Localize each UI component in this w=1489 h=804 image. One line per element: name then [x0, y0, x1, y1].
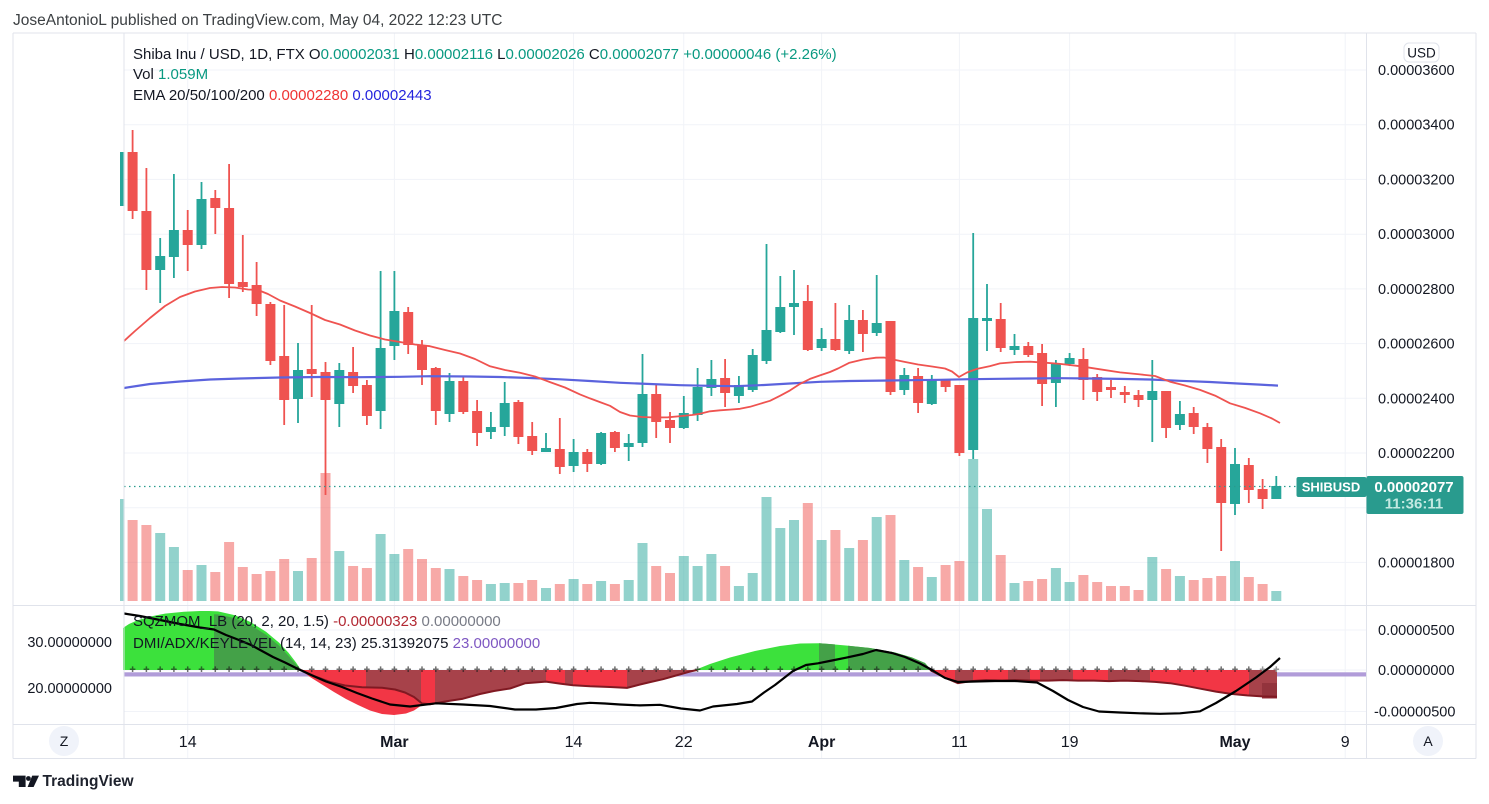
svg-text:USD: USD: [1407, 46, 1436, 61]
svg-text:0.00003600: 0.00003600: [1378, 63, 1455, 79]
svg-text:11: 11: [951, 734, 968, 751]
svg-text:14: 14: [179, 734, 197, 751]
svg-text:SHIBUSD: SHIBUSD: [1302, 480, 1361, 495]
svg-text:Vol 1.059M: Vol 1.059M: [133, 66, 208, 83]
svg-text:19: 19: [1061, 734, 1079, 751]
svg-text:0.00003000: 0.00003000: [1378, 227, 1455, 243]
svg-text:0.00000500: 0.00000500: [1378, 623, 1455, 639]
svg-text:SQZMOM_LB (20, 2, 20, 1.5) -0: SQZMOM_LB (20, 2, 20, 1.5) -0.00000323 0…: [133, 613, 501, 630]
svg-text:Mar: Mar: [380, 734, 408, 751]
svg-text:0.00000000: 0.00000000: [1378, 663, 1455, 679]
svg-text:Shiba Inu / USD, 1D, FTX O0.0: Shiba Inu / USD, 1D, FTX O0.00002031 H0.…: [133, 46, 837, 63]
svg-text:0.00002200: 0.00002200: [1378, 446, 1455, 462]
svg-text:22: 22: [675, 734, 693, 751]
svg-text:DMI/ADX/KEYLEVEL (14, 14, 23): DMI/ADX/KEYLEVEL (14, 14, 23) 25.3139207…: [133, 635, 540, 652]
svg-text:20.00000000: 20.00000000: [27, 681, 112, 697]
svg-text:30.00000000: 30.00000000: [27, 635, 112, 651]
svg-text:May: May: [1219, 734, 1250, 751]
svg-text:EMA 20/50/100/200 0.00002280: EMA 20/50/100/200 0.00002280 0.00002443: [133, 87, 432, 104]
svg-text:14: 14: [565, 734, 583, 751]
svg-text:A: A: [1423, 733, 1433, 749]
svg-text:TradingView: TradingView: [43, 773, 135, 790]
svg-text:0.00002077: 0.00002077: [1374, 479, 1453, 496]
svg-text:0.00002400: 0.00002400: [1378, 391, 1455, 407]
svg-text:-0.00000500: -0.00000500: [1374, 705, 1455, 721]
svg-text:Z: Z: [60, 733, 69, 749]
svg-text:0.00003400: 0.00003400: [1378, 118, 1455, 134]
svg-text:0.00002600: 0.00002600: [1378, 337, 1455, 353]
svg-text:0.00001800: 0.00001800: [1378, 555, 1455, 571]
svg-text:0.00002800: 0.00002800: [1378, 282, 1455, 298]
svg-text:0.00003200: 0.00003200: [1378, 172, 1455, 188]
svg-text:JoseAntonioL published on Trad: JoseAntonioL published on TradingView.co…: [13, 12, 502, 29]
svg-text:9: 9: [1341, 734, 1350, 751]
svg-text:Apr: Apr: [808, 734, 836, 751]
svg-text:11:36:11: 11:36:11: [1385, 496, 1443, 513]
